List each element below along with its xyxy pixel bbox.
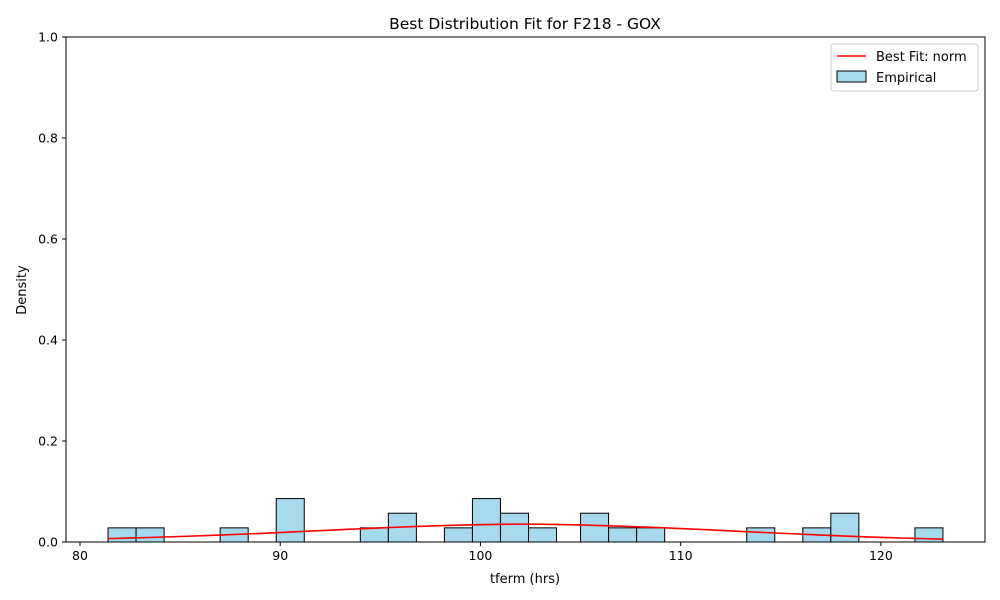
histogram-bar-0: [107, 527, 137, 543]
x-tick-label-2: 100: [469, 548, 493, 563]
y-tick-label-1: 0.2: [38, 434, 58, 449]
chart-title: Best Distribution Fit for F218 - GOX: [389, 15, 661, 33]
x-axis-ticks: 80 90 100 110 120: [72, 542, 893, 563]
x-tick-label-0: 80: [72, 548, 88, 563]
fit-line: [108, 523, 943, 540]
legend-empirical-label: Empirical: [876, 71, 936, 86]
x-tick-label-1: 90: [272, 548, 288, 563]
legend-fit-label: Best Fit: norm: [876, 50, 967, 65]
histogram-bar-3: [275, 498, 305, 543]
plot-frame: [65, 36, 986, 543]
histogram-bar-13: [746, 527, 776, 543]
histogram-bar-9: [528, 527, 558, 543]
histogram-bar-1: [135, 527, 165, 543]
y-axis-ticks: 0.0 0.2 0.4 0.6 0.8 1.0: [38, 30, 66, 550]
x-tick-label-3: 110: [669, 548, 693, 563]
legend: Best Fit: norm Empirical: [830, 43, 979, 92]
y-tick-label-0: 0.0: [38, 535, 58, 550]
histogram-bar-8: [499, 512, 530, 543]
x-axis-label: tferm (hrs): [490, 572, 560, 587]
histogram-bar-11: [608, 527, 638, 543]
y-axis-label: Density: [15, 265, 30, 315]
x-tick-label-4: 120: [869, 548, 893, 563]
legend-empirical-swatch: [836, 70, 867, 83]
histogram-bar-15: [830, 512, 860, 543]
histogram-bar-7: [471, 498, 501, 543]
histogram-bars: [107, 498, 944, 543]
legend-box: [830, 43, 979, 92]
histogram-bar-6: [443, 527, 473, 543]
histogram-bar-4: [359, 527, 389, 543]
y-tick-label-5: 1.0: [38, 30, 58, 45]
histogram-bar-12: [636, 527, 666, 543]
y-tick-label-3: 0.6: [38, 232, 58, 247]
histogram-bar-16: [914, 527, 944, 543]
y-tick-label-4: 0.8: [38, 131, 58, 146]
histogram-bar-10: [580, 512, 610, 543]
y-tick-label-2: 0.4: [38, 333, 58, 348]
